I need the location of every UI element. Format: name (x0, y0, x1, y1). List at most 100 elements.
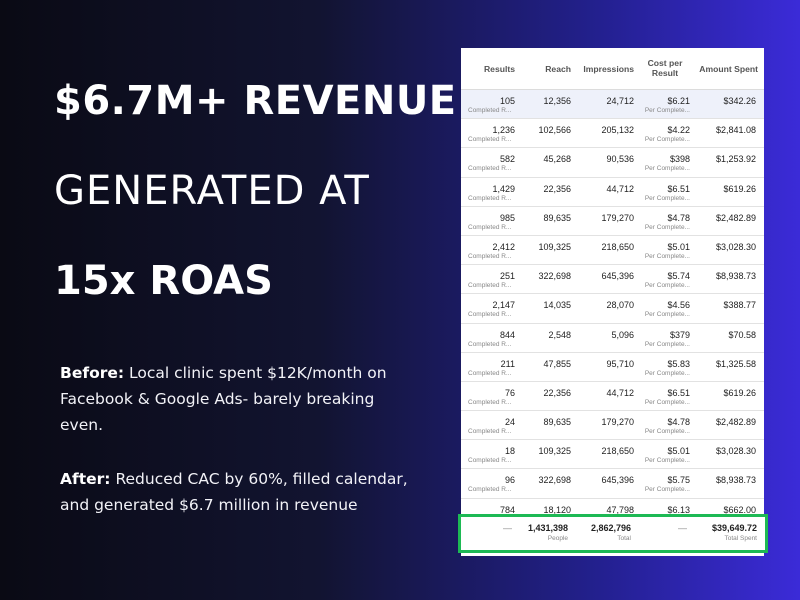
cell-amount-spent: $662.00 (723, 504, 756, 515)
cell-impressions: 218,650 (601, 446, 634, 457)
cell-amount-spent: $2,482.89 (715, 212, 756, 223)
cell-results-sub: Completed R... (468, 107, 512, 114)
total-reach: 1,431,398 (527, 523, 568, 533)
cell-cost-per-result: $5.74 (667, 271, 690, 282)
totals-row: — 1,431,398 People 2,862,796 Total — $39… (458, 514, 768, 553)
cell-reach: 109,325 (538, 241, 571, 252)
cell-amount-spent: $1,325.58 (715, 358, 756, 369)
cell-cost-per-result: $4.22 (667, 125, 690, 136)
cell-cost-sub: Per Complete... (644, 165, 690, 173)
cell-reach: 22,356 (543, 183, 571, 194)
cell-results-sub: Completed R... (468, 252, 512, 260)
cell-impressions: 44,712 (606, 387, 634, 398)
cell-cost-sub: Per Complete... (644, 223, 690, 231)
cell-impressions: 179,270 (601, 212, 634, 223)
cell-cost-sub: Per Complete... (644, 457, 690, 465)
cell-results: 784 (499, 504, 515, 515)
table-header: Results Reach Impressions Cost per Resul… (461, 48, 764, 90)
cell-reach: 47,855 (543, 358, 571, 369)
cell-cost-per-result: $6.13 (667, 504, 690, 515)
cell-cost-per-result: $5.01 (667, 241, 690, 252)
table-row[interactable]: 582 Completed R... 45,268 90,536 $398 Per Com… (461, 148, 764, 178)
cell-cost-sub: Per Complete... (644, 282, 690, 290)
cell-results-sub: Completed R... (468, 194, 512, 202)
cell-cost-per-result: $379 (669, 329, 690, 340)
table-row[interactable]: 76 Completed R... 22,356 44,712 $6.51 Per Com… (461, 382, 764, 412)
cell-reach: 14,035 (543, 300, 571, 311)
cell-results: 1,429 (492, 183, 515, 194)
cell-results-sub: Completed R... (468, 223, 512, 231)
cell-amount-spent: $2,841.08 (715, 125, 756, 136)
cell-cost-sub: Per Complete... (644, 340, 690, 348)
cell-cost-sub: Per Complete... (644, 194, 690, 202)
cell-results-sub: Completed R... (468, 311, 512, 319)
cell-results: 76 (504, 387, 515, 398)
cell-amount-spent: $70.58 (728, 329, 756, 340)
cell-reach: 22,356 (543, 387, 571, 398)
cell-results: 251 (499, 271, 515, 282)
total-reach-sub: People (547, 535, 568, 542)
cell-results: 582 (499, 154, 515, 165)
table-row[interactable]: 1,429 Completed R... 22,356 44,712 $6.51 Per … (461, 178, 764, 207)
cell-impressions: 218,650 (601, 241, 634, 252)
cell-reach: 45,268 (543, 154, 571, 165)
table-row[interactable]: 105 Completed R... 12,356 24,712 $6.21 Per Co… (461, 90, 764, 120)
headline-generated: GENERATED AT (54, 168, 370, 214)
table-row[interactable]: 1,236 Completed R... 102,566 205,132 $4.22 Pe… (461, 119, 764, 149)
table-row[interactable]: 2,412 Completed R... 109,325 218,650 $5.01 Pe… (461, 236, 764, 266)
cell-cost-per-result: $4.56 (667, 300, 690, 311)
cell-cost-per-result: $398 (669, 154, 690, 165)
total-results: — (503, 523, 512, 533)
table-row[interactable]: 211 Completed R... 47,855 95,710 $5.83 Per Co… (461, 353, 764, 382)
cell-results: 2,147 (492, 300, 515, 311)
cell-cost-per-result: $6.21 (667, 96, 690, 106)
cell-reach: 89,635 (543, 417, 571, 428)
cell-cost-per-result: $6.51 (667, 387, 690, 398)
table-row[interactable]: 2,147 Completed R... 14,035 28,070 $4.56 Per … (461, 294, 764, 324)
header-reach[interactable]: Reach (545, 64, 571, 74)
cell-impressions: 5,096 (611, 329, 634, 340)
cell-cost-per-result: $5.01 (667, 446, 690, 457)
header-amount-spent[interactable]: Amount Spent (699, 64, 758, 74)
cell-results: 1,236 (492, 125, 515, 136)
cell-results: 96 (504, 475, 515, 486)
cell-amount-spent: $8,938.73 (715, 271, 756, 282)
cell-results-sub: Completed R... (468, 369, 512, 377)
table-row[interactable]: 985 Completed R... 89,635 179,270 $4.78 Per C… (461, 207, 764, 236)
cell-results-sub: Completed R... (468, 136, 512, 144)
table-body: 105 Completed R... 12,356 24,712 $6.21 Per Co… (461, 90, 764, 528)
cell-reach: 89,635 (543, 212, 571, 223)
cell-results-sub: Completed R... (468, 340, 512, 348)
before-text: Local clinic spent $12K/month on Faceboo… (60, 364, 387, 434)
ads-results-table: Results Reach Impressions Cost per Resul… (461, 48, 764, 556)
cell-reach: 2,548 (548, 329, 571, 340)
cell-cost-sub: Per Complete... (644, 107, 690, 114)
cell-amount-spent: $3,028.30 (715, 446, 756, 457)
header-results[interactable]: Results (483, 64, 515, 74)
cell-amount-spent: $342.26 (723, 96, 756, 106)
cell-reach: 18,120 (543, 504, 571, 515)
cell-impressions: 179,270 (601, 417, 634, 428)
cell-cost-sub: Per Complete... (644, 252, 690, 260)
table-row[interactable]: 18 Completed R... 109,325 218,650 $5.01 Per C… (461, 440, 764, 470)
cell-amount-spent: $1,253.92 (715, 154, 756, 165)
cell-cost-sub: Per Complete... (644, 311, 690, 319)
header-cost-per-result[interactable]: Cost per Result (647, 58, 683, 78)
total-impressions-sub: Total (617, 535, 631, 542)
headline-roas: 15x ROAS (54, 258, 273, 304)
after-text: Reduced CAC by 60%, filled calendar, and… (60, 470, 408, 514)
cell-results-sub: Completed R... (468, 457, 512, 465)
table-row[interactable]: 24 Completed R... 89,635 179,270 $4.78 Per Co… (461, 411, 764, 441)
total-spent: $39,649.72 (711, 523, 757, 533)
cell-amount-spent: $388.77 (723, 300, 756, 311)
table-row[interactable]: 96 Completed R... 322,698 645,396 $5.75 Per C… (461, 469, 764, 499)
cell-impressions: 205,132 (601, 125, 634, 136)
cell-impressions: 47,798 (606, 504, 634, 515)
table-row[interactable]: 844 Completed R... 2,548 5,096 $379 Per Compl… (461, 324, 764, 353)
before-label: Before: (60, 364, 125, 382)
cell-impressions: 645,396 (601, 475, 634, 486)
table-row[interactable]: 251 Completed R... 322,698 645,396 $5.74 Per … (461, 265, 764, 295)
cell-results: 844 (499, 329, 515, 340)
cell-amount-spent: $619.26 (723, 387, 756, 398)
header-impressions[interactable]: Impressions (583, 64, 634, 74)
